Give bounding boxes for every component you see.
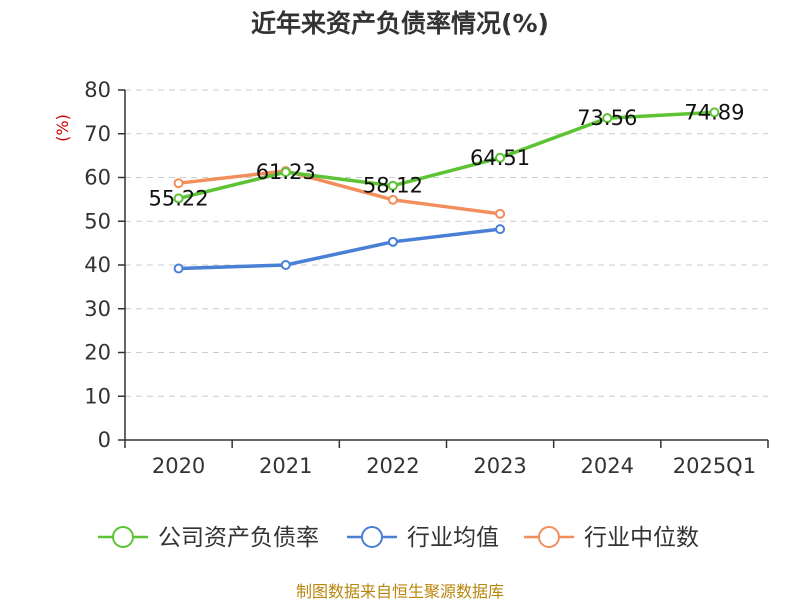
data-point: [280, 260, 291, 270]
legend-swatch-marker: [361, 526, 383, 548]
data-point: [495, 224, 506, 235]
y-tick-label: 50: [84, 209, 111, 233]
legend-label: 公司资产负债率: [158, 525, 319, 551]
data-point: [495, 152, 506, 163]
data-point: [387, 236, 398, 247]
series: [173, 107, 720, 274]
x-tick-label: 2023: [473, 454, 526, 478]
legend-label: 行业均值: [407, 525, 499, 551]
y-tick-label: 40: [84, 253, 111, 277]
y-axis-label: (%): [53, 114, 72, 142]
data-label: 64.51: [470, 146, 530, 170]
legend-label: 行业中位数: [584, 525, 699, 551]
x-tick-label: 2020: [152, 454, 205, 478]
chart-title: 近年来资产负债率情况(%): [251, 9, 549, 38]
data-label: 74.89: [684, 100, 744, 124]
x-ticks: 2020 2021 2022 2023 2024 2025Q1: [124, 440, 769, 478]
y-tick-label: 60: [84, 166, 111, 190]
y-tick-label: 30: [84, 297, 111, 321]
legend-item-1: 行业均值: [347, 525, 499, 551]
gridlines: [125, 89, 768, 397]
y-tick-label: 0: [98, 428, 111, 452]
data-point: [173, 263, 184, 274]
data-point: [495, 208, 506, 219]
legend-item-0: 公司资产负债率: [98, 525, 319, 551]
series-2: [173, 165, 506, 219]
series-line: [176, 169, 502, 216]
legend: 公司资产负债率 行业均值 行业中位数: [98, 525, 699, 551]
series-line: [176, 227, 502, 271]
x-tick-label: 2021: [259, 454, 312, 478]
x-tick-label: 2024: [581, 454, 634, 478]
legend-swatch-marker: [112, 526, 134, 548]
data-label: 61.23: [256, 160, 316, 184]
y-tick-label: 80: [84, 78, 111, 102]
series-0: [173, 107, 720, 204]
series-line: [176, 110, 717, 201]
x-tick-label: 2022: [366, 454, 419, 478]
legend-swatch-marker: [538, 526, 560, 548]
y-tick-label: 20: [84, 341, 111, 365]
legend-item-2: 行业中位数: [524, 525, 699, 551]
data-point: [602, 113, 613, 124]
data-point: [709, 107, 720, 118]
data-point: [173, 193, 184, 204]
data-point: [280, 167, 291, 178]
data-labels: 55.22 61.23 58.12 64.51 73.56 74.89: [149, 100, 745, 210]
y-ticks: 0 10 20 30 40 50 60 70 80: [84, 78, 125, 452]
source-note: 制图数据来自恒生聚源数据库: [295, 582, 504, 601]
y-tick-label: 10: [84, 384, 111, 408]
data-point: [173, 178, 184, 189]
data-point: [387, 194, 398, 205]
data-label: 58.12: [363, 174, 423, 198]
data-label: 55.22: [149, 186, 209, 210]
data-point: [387, 180, 398, 191]
y-tick-label: 70: [84, 122, 111, 146]
series-1: [173, 224, 506, 274]
x-tick-label: 2025Q1: [673, 454, 756, 478]
data-label: 73.56: [577, 106, 637, 130]
